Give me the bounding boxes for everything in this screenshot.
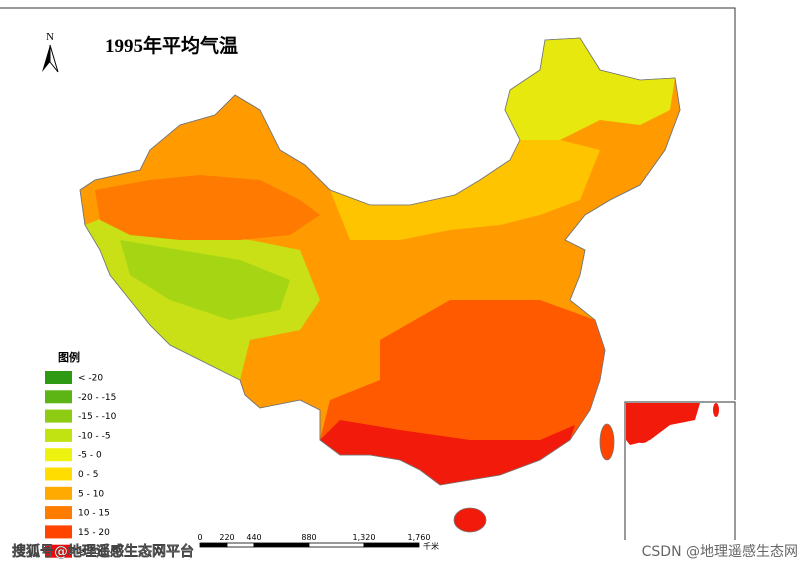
china-map (79, 37, 681, 533)
inset-map (624, 401, 736, 540)
north-arrow: N (42, 31, 59, 73)
legend-label: 5 - 10 (78, 489, 104, 499)
legend-title: 图例 (58, 350, 80, 364)
scale-segment (253, 542, 310, 548)
legend: < -20 -20 - -15 -15 - -10 -10 - -5 -5 - 0 0 -… (45, 371, 117, 558)
legend-label: -15 - -10 (78, 412, 117, 422)
legend-swatch (45, 525, 72, 539)
scale-label: 880 (301, 533, 316, 542)
legend-label: -20 - -15 (78, 393, 116, 403)
scale-segment (226, 542, 255, 548)
map-title: 1995年平均气温 (105, 34, 238, 57)
legend-label: < -20 (78, 374, 103, 384)
map-frame (0, 7, 736, 400)
legend-swatch (45, 467, 72, 481)
legend-label: > 20 (78, 547, 100, 557)
legend-swatch (45, 390, 72, 404)
legend-label: 10 - 15 (78, 509, 110, 519)
legend-label: 0 - 5 (78, 470, 98, 480)
watermark-left: 搜狐号@地理遥感生态网平台 (12, 543, 194, 560)
legend-label: -5 - 0 (78, 451, 102, 461)
legend-swatch (45, 506, 72, 520)
scale-label: 0 (197, 533, 202, 542)
scale-segment (308, 542, 365, 548)
watermark-right: CSDN @地理遥感生态网 (642, 543, 798, 560)
legend-swatch (45, 428, 72, 442)
scale-unit: 千米 (423, 541, 439, 551)
scale-label: 1,320 (353, 533, 376, 542)
scale-segment (199, 542, 228, 548)
legend-label: 15 - 20 (78, 528, 110, 538)
legend-label: -10 - -5 (78, 431, 111, 441)
legend-swatch (45, 409, 72, 423)
legend-swatch (45, 544, 72, 558)
north-label: N (46, 31, 54, 43)
scale-label: 220 (219, 533, 234, 542)
scale-label: 1,760 (408, 533, 431, 542)
scale-label: 440 (246, 533, 261, 542)
legend-swatch (45, 448, 72, 462)
scale-segment (363, 542, 420, 548)
legend-swatch (45, 371, 72, 384)
legend-swatch (45, 486, 72, 500)
